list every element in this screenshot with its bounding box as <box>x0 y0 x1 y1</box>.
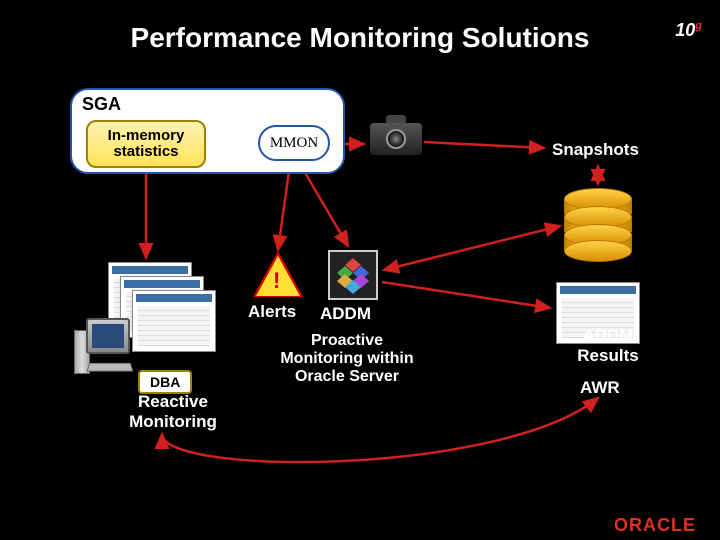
oracle-logo: ORACLE <box>614 515 696 536</box>
mmon-process: MMON <box>258 125 330 161</box>
dba-screen-icon <box>132 290 216 352</box>
dba-workstation-icon <box>78 318 138 376</box>
camera-icon <box>370 115 422 157</box>
footer-bar: ORACLE <box>0 510 720 540</box>
addm-cube-icon <box>328 250 378 300</box>
proactive-label: Proactive Monitoring within Oracle Serve… <box>272 332 422 386</box>
addm-results-label: ADDM Results <box>568 326 648 366</box>
alerts-label: Alerts <box>248 302 296 322</box>
awr-label: AWR <box>580 378 620 398</box>
in-memory-statistics-box: In-memory statistics <box>86 120 206 168</box>
brand-number: 10 <box>675 20 695 40</box>
addm-label: ADDM <box>320 304 371 324</box>
awr-storage-cylinder-icon <box>564 188 632 260</box>
reactive-monitoring-label: Reactive Monitoring <box>118 392 228 432</box>
brand-sup: g <box>695 20 702 32</box>
alert-exclaim: ! <box>273 268 280 294</box>
brand-10g-logo: 10g <box>675 20 702 41</box>
dba-label-box: DBA <box>138 370 192 394</box>
page-title: Performance Monitoring Solutions <box>0 22 720 54</box>
snapshots-label: Snapshots <box>552 140 639 160</box>
sga-label: SGA <box>82 94 121 115</box>
